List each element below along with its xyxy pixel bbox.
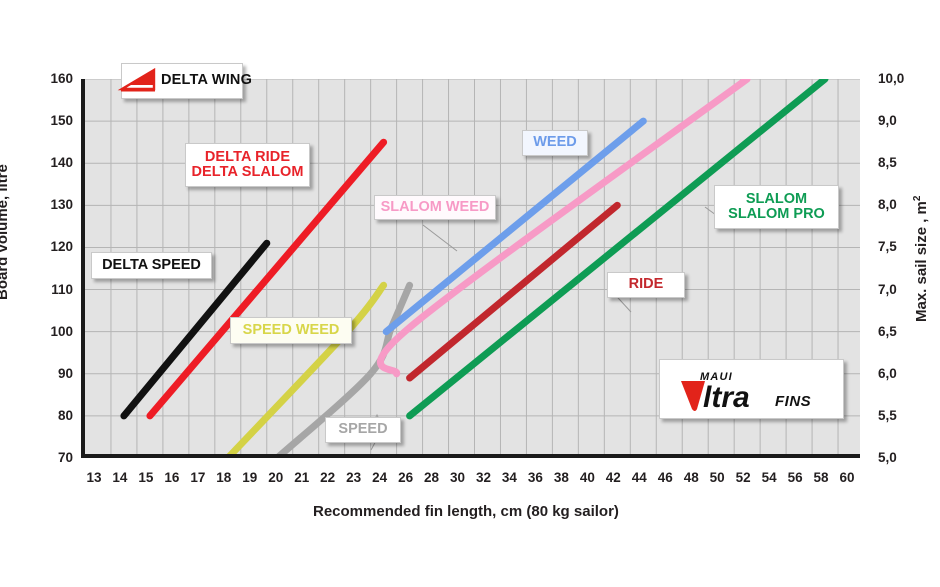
callout-speed[interactable]: SPEED [325, 417, 401, 443]
y2-axis-tick-label: 6,5 [878, 323, 897, 339]
callout-slalom-line2: SLALOM PRO [728, 206, 825, 222]
y-axis-tick-label: 100 [50, 323, 73, 339]
x-axis-tick-label: 36 [527, 470, 543, 485]
y2-axis-title-text: Max. sail size , m [913, 201, 930, 322]
x-axis-tick-label: 32 [475, 470, 491, 485]
x-axis-tick-label: 26 [398, 470, 414, 485]
svg-text:MAUI: MAUI [700, 371, 733, 383]
callout-slalom-weed[interactable]: SLALOM WEED [374, 195, 496, 220]
x-axis-tick-label: 22 [320, 470, 336, 485]
y2-axis-tick-label: 9,0 [878, 113, 897, 129]
svg-text:FINS: FINS [775, 393, 811, 410]
x-axis-tick-label: 28 [424, 470, 440, 485]
y2-axis-title: Max. sail size , m2 [912, 196, 930, 322]
y-axis-tick-label: 70 [57, 450, 73, 465]
callout-ride[interactable]: RIDE [607, 272, 685, 298]
y2-axis-tick-label: 7,0 [878, 281, 897, 297]
y2-axis-tick-label: 5,0 [878, 450, 897, 465]
y2-axis-tick-label: 7,5 [878, 239, 897, 255]
callout-speed-weed[interactable]: SPEED WEED [230, 317, 352, 344]
x-axis-tick-label: 60 [839, 470, 855, 485]
series-line [382, 117, 647, 336]
series-line [226, 281, 388, 454]
y-axis-tick-label: 120 [50, 239, 73, 255]
x-axis-tick-label: 30 [450, 470, 466, 485]
y-axis-tick-label: 90 [57, 365, 73, 381]
y2-axis-tick-label: 8,5 [878, 155, 897, 171]
x-axis-tick-label: 54 [761, 470, 777, 485]
series-line [120, 239, 271, 420]
callout-ride-label: RIDE [628, 276, 664, 293]
callout-slalom[interactable]: SLALOM SLALOM PRO [714, 185, 839, 229]
x-axis-tick-label: 52 [735, 470, 751, 485]
x-axis-tick-label: 21 [294, 470, 310, 485]
x-axis-tick-label: 17 [190, 470, 206, 485]
series-line [146, 138, 388, 420]
x-axis-tick-label: 38 [553, 470, 569, 485]
x-axis-tick-label: 23 [346, 470, 362, 485]
x-axis-tick-label: 34 [501, 470, 517, 485]
x-axis-tick-label: 48 [683, 470, 699, 485]
callout-weed[interactable]: WEED [522, 130, 588, 156]
x-axis-tick-label: 40 [579, 470, 595, 485]
callout-delta-ride-line1: DELTA RIDE [204, 148, 291, 165]
y-axis-tick-label: 160 [50, 71, 73, 86]
svg-text:ltra: ltra [703, 381, 750, 413]
y2-axis-tick-label: 8,0 [878, 197, 897, 213]
callout-delta-wing[interactable]: DELTA WING [117, 63, 252, 99]
data-curves [120, 79, 829, 454]
callout-delta-wing-label: DELTA WING [160, 72, 253, 89]
y-axis-tick-label: 140 [50, 155, 73, 171]
y-axis-tick-label: 150 [50, 113, 73, 129]
y2-axis-tick-label: 10,0 [878, 71, 905, 86]
y2-axis-tick-label: 6,0 [878, 365, 897, 381]
y2-axis-tick-label: 5,5 [878, 407, 897, 423]
x-axis-tick-label: 20 [268, 470, 284, 485]
x-axis-tick-label: 13 [86, 470, 102, 485]
y-axis-tick-label: 80 [57, 407, 73, 423]
x-axis-tick-label: 50 [709, 470, 725, 485]
y-axis-tick-label: 110 [51, 281, 73, 297]
callout-weed-label: WEED [533, 134, 577, 151]
x-axis-tick-label: 18 [216, 470, 232, 485]
x-axis-tick-label: 44 [631, 470, 647, 485]
series-line [406, 201, 621, 382]
series-line [406, 79, 829, 420]
x-axis-title: Recommended fin length, cm (80 kg sailor… [313, 503, 619, 520]
x-axis-tick-label: 42 [605, 470, 621, 485]
x-axis-tick-label: 19 [242, 470, 258, 485]
x-axis-tick-label: 24 [372, 470, 388, 485]
x-axis-tick-label: 16 [164, 470, 180, 485]
series-line [377, 79, 751, 378]
x-axis-tick-label: 46 [657, 470, 673, 485]
x-axis-tick-label: 58 [813, 470, 829, 485]
delta-wing-logo [117, 68, 156, 92]
callout-delta-ride-line2: DELTA SLALOM [191, 164, 304, 180]
x-axis-tick-label: 56 [787, 470, 803, 485]
callout-speed-weed-label: SPEED WEED [242, 321, 340, 338]
y-axis-title: Board volume, litre [0, 164, 11, 300]
callout-slalom-line1: SLALOM [745, 190, 808, 207]
x-axis-tick-label: 14 [112, 470, 128, 485]
callout-slalom-weed-label: SLALOM WEED [380, 198, 490, 215]
maui-ultra-fins-logo-art: MAUI ltra FINS [680, 371, 811, 413]
y-axis-tick-label: 130 [50, 197, 73, 213]
callout-delta-ride[interactable]: DELTA RIDE DELTA SLALOM [185, 143, 310, 187]
callout-delta-speed[interactable]: DELTA SPEED [91, 252, 212, 279]
maui-ultra-fins-logo: MAUI ltra FINS [659, 359, 844, 419]
callout-delta-speed-label: DELTA SPEED [102, 256, 201, 273]
callout-speed-label: SPEED [338, 421, 388, 438]
x-axis-tick-label: 15 [138, 470, 154, 485]
